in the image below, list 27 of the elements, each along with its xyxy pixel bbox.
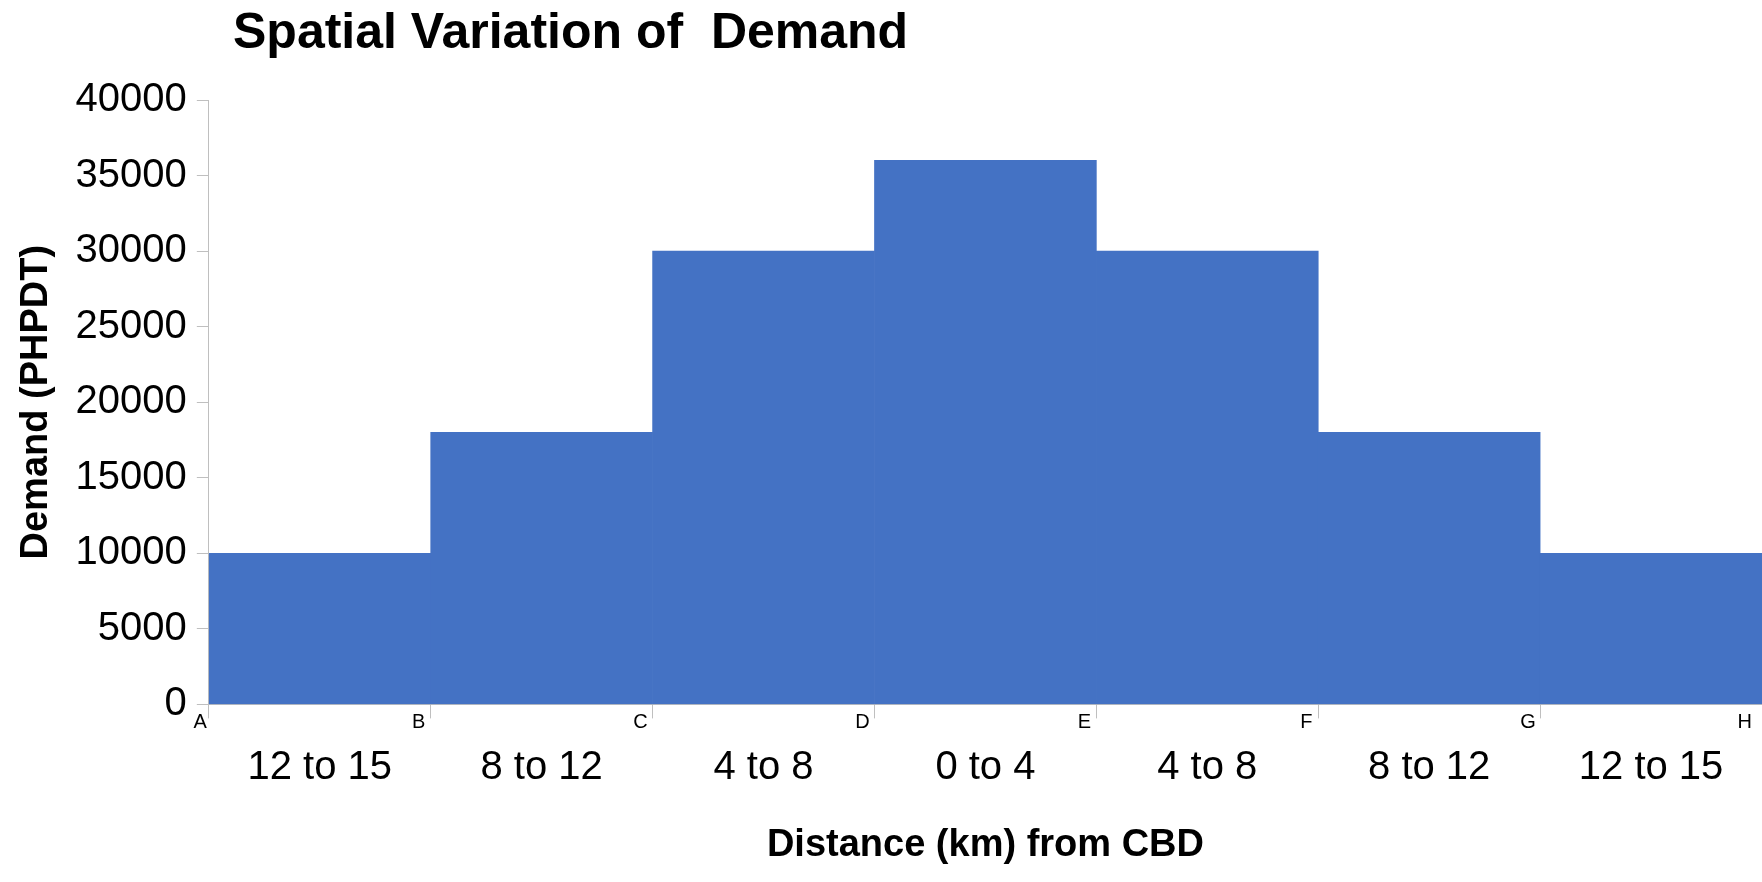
text: C bbox=[633, 709, 648, 732]
text: E bbox=[1077, 709, 1092, 732]
text: A bbox=[193, 709, 208, 732]
x-tick-label: 8 to 12 bbox=[1368, 743, 1491, 788]
y-tick-label: 15000 bbox=[75, 452, 187, 497]
x-tick-label: 12 to 15 bbox=[247, 743, 393, 788]
y-tick-label: 25000 bbox=[75, 301, 187, 346]
text: B bbox=[412, 709, 426, 732]
text: G bbox=[1520, 709, 1536, 732]
x-axis-title: Distance (km) from CBD bbox=[766, 821, 1204, 864]
y-tick-label: 10000 bbox=[75, 528, 187, 573]
text: H bbox=[1737, 709, 1752, 732]
y-tick-label: 30000 bbox=[75, 226, 187, 271]
text: D bbox=[855, 709, 870, 732]
y-tick-label: 0 bbox=[164, 679, 187, 724]
x-tick-label: 12 to 15 bbox=[1578, 743, 1724, 788]
x-tick-label: 0 to 4 bbox=[935, 743, 1036, 788]
text: F bbox=[1300, 709, 1313, 732]
y-tick-label: 35000 bbox=[75, 150, 187, 195]
y-tick-label: 20000 bbox=[75, 377, 187, 422]
chart-title: Spatial Variation of Demand bbox=[233, 2, 909, 60]
x-tick-label: 4 to 8 bbox=[713, 743, 814, 788]
x-tick-label: 8 to 12 bbox=[480, 743, 603, 788]
y-tick-label: 40000 bbox=[75, 75, 187, 120]
x-tick-label: 4 to 8 bbox=[1157, 743, 1258, 788]
y-tick-label: 5000 bbox=[97, 603, 187, 648]
y-axis-title: Demand (PHPDT) bbox=[13, 244, 56, 560]
